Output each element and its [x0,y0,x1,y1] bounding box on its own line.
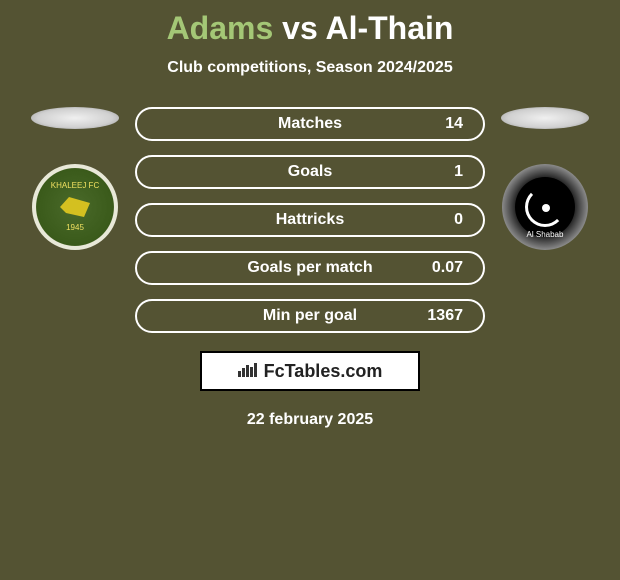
right-shadow-ellipse [501,107,589,129]
badge-left-inner: KHALEEJ FC 1945 [51,182,99,232]
stat-label: Matches [278,115,342,133]
stat-label: Min per goal [263,307,357,325]
stat-label: Goals per match [247,259,372,277]
badge-left-top-text: KHALEEJ FC [51,182,99,190]
fctables-link[interactable]: FcTables.com [200,351,420,391]
left-badge-column: KHALEEJ FC 1945 [30,107,120,250]
eagle-icon [55,192,95,222]
stat-bar-goals: Goals 1 [135,155,485,189]
subtitle: Club competitions, Season 2024/2025 [167,59,452,77]
stat-value: 0 [454,211,463,229]
team-badge-left[interactable]: KHALEEJ FC 1945 [32,164,118,250]
content-row: KHALEEJ FC 1945 Matches 14 Goals 1 Hattr… [0,107,620,333]
badge-right-inner: Al Shabab [515,177,575,237]
page-title: Adams vs Al-Thain [167,10,454,47]
team-badge-right[interactable]: Al Shabab [502,164,588,250]
comparison-container: Adams vs Al-Thain Club competitions, Sea… [0,0,620,429]
stat-bar-matches: Matches 14 [135,107,485,141]
stat-label: Hattricks [276,211,344,229]
vs-text: vs [282,10,318,46]
stat-label: Goals [288,163,332,181]
badge-right-text: Al Shabab [527,230,564,239]
chart-icon [238,361,258,382]
stats-column: Matches 14 Goals 1 Hattricks 0 Goals per… [135,107,485,333]
player2-name: Al-Thain [325,10,453,46]
date-text: 22 february 2025 [247,411,373,429]
fctables-label: FcTables.com [264,361,383,382]
player1-name: Adams [167,10,274,46]
stat-value: 0.07 [432,259,463,277]
stat-bar-goals-per-match: Goals per match 0.07 [135,251,485,285]
stat-value: 1 [454,163,463,181]
right-badge-column: Al Shabab [500,107,590,250]
badge-left-bottom-text: 1945 [51,224,99,232]
swirl-icon [525,187,565,227]
stat-bar-hattricks: Hattricks 0 [135,203,485,237]
stat-value: 1367 [427,307,463,325]
left-shadow-ellipse [31,107,119,129]
stat-bar-min-per-goal: Min per goal 1367 [135,299,485,333]
stat-value: 14 [445,115,463,133]
